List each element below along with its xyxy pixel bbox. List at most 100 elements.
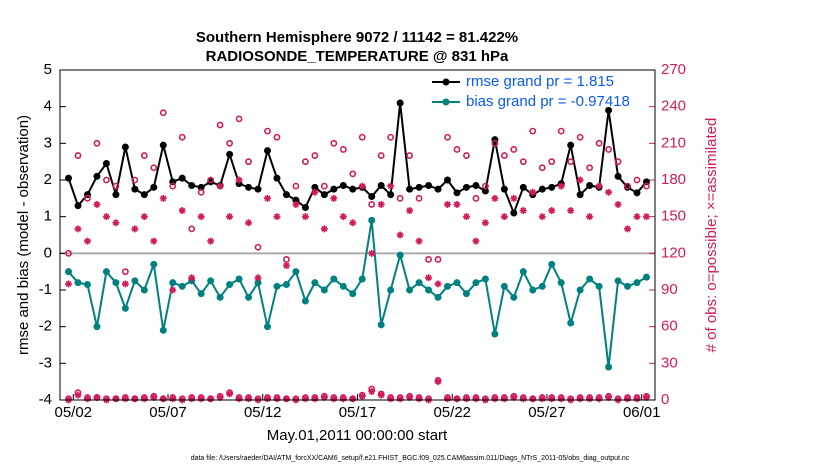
count-assimilated	[510, 394, 518, 402]
count-possible	[93, 139, 101, 147]
count-assimilated	[576, 176, 584, 184]
count-assimilated	[131, 225, 139, 233]
point	[624, 183, 632, 191]
point	[339, 282, 347, 290]
count-assimilated	[301, 395, 309, 403]
point	[387, 191, 395, 199]
count-assimilated	[254, 274, 262, 282]
count-assimilated	[93, 200, 101, 208]
point	[150, 260, 158, 268]
count-assimilated	[197, 395, 205, 403]
count-possible	[444, 133, 451, 141]
count-assimilated	[235, 176, 243, 184]
point	[273, 282, 281, 290]
y2-tick-label: 0	[661, 391, 669, 408]
point	[197, 290, 205, 298]
y2-tick-label: 180	[661, 171, 686, 188]
count-assimilated	[339, 213, 347, 221]
count-possible	[178, 133, 186, 141]
count-possible	[339, 146, 347, 153]
x-tick-label: 05/17	[339, 404, 377, 421]
count-assimilated	[453, 395, 461, 403]
count-possible	[169, 182, 177, 190]
count-assimilated	[226, 213, 234, 221]
count-assimilated	[216, 394, 224, 402]
count-assimilated	[491, 395, 499, 403]
point	[415, 183, 423, 191]
point	[434, 185, 442, 193]
point	[633, 279, 641, 287]
point	[197, 183, 205, 191]
y-tick-label: 1	[44, 208, 52, 225]
count-assimilated	[339, 395, 347, 403]
point	[567, 141, 575, 149]
legend-label: bias grand pr = -0.97418	[466, 93, 630, 110]
point	[311, 183, 319, 191]
count-assimilated	[102, 213, 110, 221]
count-assimilated	[131, 395, 139, 403]
count-assimilated	[576, 395, 584, 403]
count-possible	[84, 194, 91, 202]
count-assimilated	[472, 237, 480, 245]
point	[586, 182, 594, 189]
count-possible	[482, 182, 489, 190]
footnote: data file: /Users/raeder/DAI/ATM_forcXX/…	[191, 455, 630, 462]
point	[131, 185, 139, 193]
point	[301, 204, 309, 211]
plot-frame	[59, 69, 656, 401]
count-assimilated	[159, 194, 167, 202]
count-assimilated	[140, 395, 148, 403]
count-assimilated	[586, 213, 594, 221]
y2-tick-label: 150	[661, 208, 686, 225]
point	[320, 286, 328, 294]
count-assimilated	[349, 395, 357, 403]
count-assimilated	[519, 207, 527, 215]
count-possible	[425, 256, 432, 263]
count-possible	[491, 139, 499, 147]
point	[254, 185, 262, 193]
y-tick-label: 3	[44, 134, 52, 151]
count-assimilated	[500, 395, 508, 403]
count-assimilated	[83, 395, 91, 403]
count-assimilated	[519, 395, 527, 403]
count-assimilated	[529, 188, 537, 196]
count-assimilated	[121, 395, 129, 403]
y-tick-label: 5	[44, 61, 52, 78]
count-assimilated	[358, 182, 366, 190]
x-axis-label: May.01,2011 00:00:00 start	[267, 427, 448, 444]
point	[131, 277, 139, 285]
point	[605, 363, 613, 371]
count-assimilated	[140, 213, 148, 221]
count-possible	[245, 158, 252, 166]
count-assimilated	[263, 194, 271, 202]
count-possible	[557, 127, 565, 135]
point	[74, 279, 82, 287]
point	[434, 293, 442, 301]
count-possible	[121, 268, 129, 276]
count-assimilated	[642, 213, 650, 221]
y-tick-label: 2	[44, 171, 52, 188]
legend-label: rmse grand pr = 1.815	[466, 73, 614, 90]
count-assimilated	[586, 395, 594, 403]
count-possible	[283, 256, 290, 263]
point	[301, 297, 309, 305]
count-assimilated	[406, 207, 414, 215]
point	[349, 185, 357, 193]
count-assimilated	[282, 395, 290, 403]
y-tick-label: -2	[39, 318, 52, 335]
point	[462, 290, 470, 298]
count-assimilated	[121, 280, 129, 288]
count-assimilated	[434, 378, 442, 386]
count-assimilated	[462, 395, 470, 403]
count-assimilated	[614, 200, 622, 208]
count-possible	[643, 182, 650, 190]
point	[368, 193, 376, 200]
point	[159, 141, 167, 149]
count-assimilated	[320, 394, 328, 402]
point	[614, 172, 622, 180]
count-assimilated	[65, 280, 73, 288]
count-assimilated	[226, 390, 234, 398]
point	[425, 182, 433, 189]
point	[415, 279, 423, 287]
point	[245, 183, 253, 191]
